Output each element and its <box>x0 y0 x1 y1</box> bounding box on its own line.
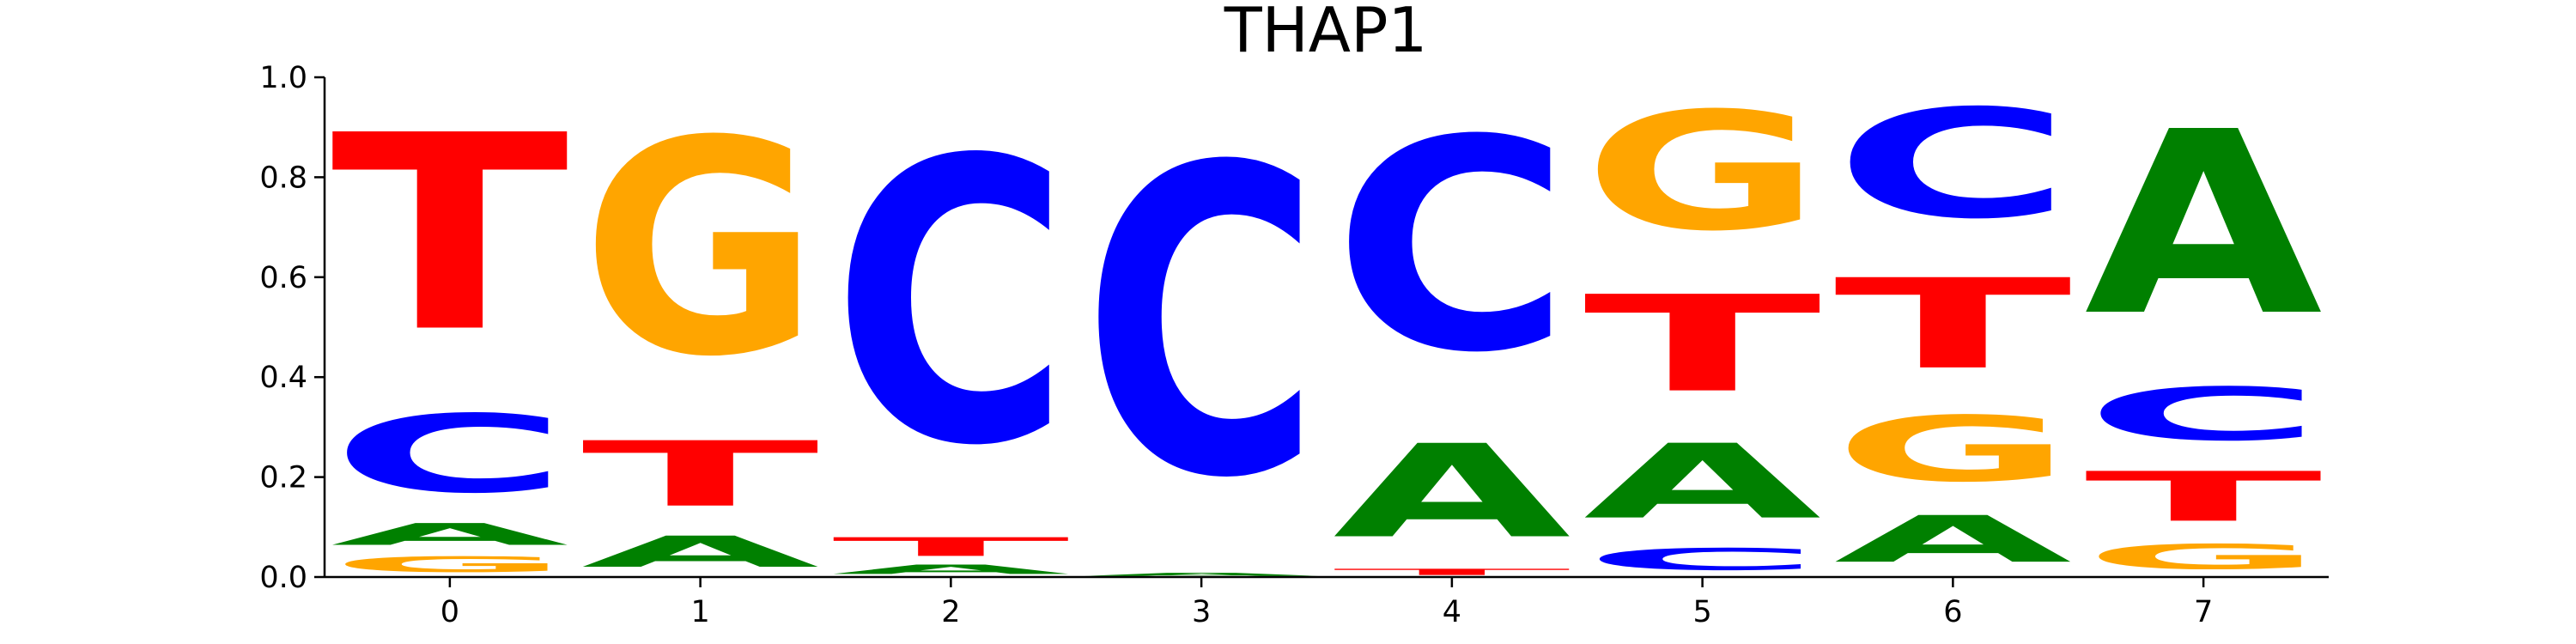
logo-letter-t: T <box>2085 458 2324 538</box>
logo-letter-t: T <box>331 77 570 391</box>
logo-letter-a: A <box>1083 572 1321 577</box>
x-tick-label: 6 <box>1943 595 1962 629</box>
y-tick-label: 0.0 <box>259 561 307 595</box>
logo-letter-c: C <box>1834 78 2072 252</box>
logo-letter-c: C <box>832 79 1070 532</box>
y-tick-label: 0.8 <box>259 161 307 195</box>
axes-layer: 0.0 0.2 0.4 0.6 0.8 1.0 0 1 2 3 4 5 6 7 <box>259 61 2329 629</box>
logo-letter-g: G <box>581 79 819 422</box>
logo-letter-a: A <box>1583 422 1824 542</box>
y-tick-label: 0.4 <box>259 361 307 395</box>
logo-letter-t: T <box>832 532 1072 562</box>
logo-letter-a: A <box>2085 78 2325 372</box>
logo-letter-a: A <box>1333 417 1573 567</box>
logo-letter-c: C <box>1583 542 1821 577</box>
chart-title: THAP1 <box>1224 0 1428 66</box>
logo-letter-t: T <box>581 422 821 526</box>
logo-letter-t: T <box>1583 268 1823 422</box>
logo-letter-a: A <box>581 527 819 577</box>
logo-letter-c: C <box>331 392 568 517</box>
x-tick-label: 4 <box>1443 595 1461 629</box>
x-tick-label: 1 <box>690 595 709 629</box>
logo-letter-a: A <box>1834 502 2075 577</box>
logo-letter-g: G <box>331 552 568 577</box>
logo-letter-t: T <box>1834 252 2074 397</box>
y-tick-label: 0.6 <box>259 261 307 295</box>
logo-letter-c: C <box>1333 77 1571 416</box>
logo-letter-a: A <box>331 517 568 552</box>
logo-letter-t: T <box>1333 567 1572 577</box>
x-tick-label: 3 <box>1192 595 1211 629</box>
y-tick-label: 0.2 <box>259 461 307 495</box>
y-tick-label: 1.0 <box>259 61 307 95</box>
x-tick-label: 7 <box>2194 595 2213 629</box>
logo-letter-c: C <box>2085 373 2323 458</box>
x-tick-label: 5 <box>1692 595 1711 629</box>
x-tick-label: 2 <box>941 595 960 629</box>
logo-letter-g: G <box>1583 77 1821 266</box>
x-tick-label: 0 <box>440 595 459 629</box>
logo-letter-g: G <box>2085 538 2323 577</box>
logo-letter-a: A <box>832 562 1070 577</box>
logo-letter-g: G <box>1834 398 2072 502</box>
logo-letter-c: C <box>1083 79 1321 570</box>
